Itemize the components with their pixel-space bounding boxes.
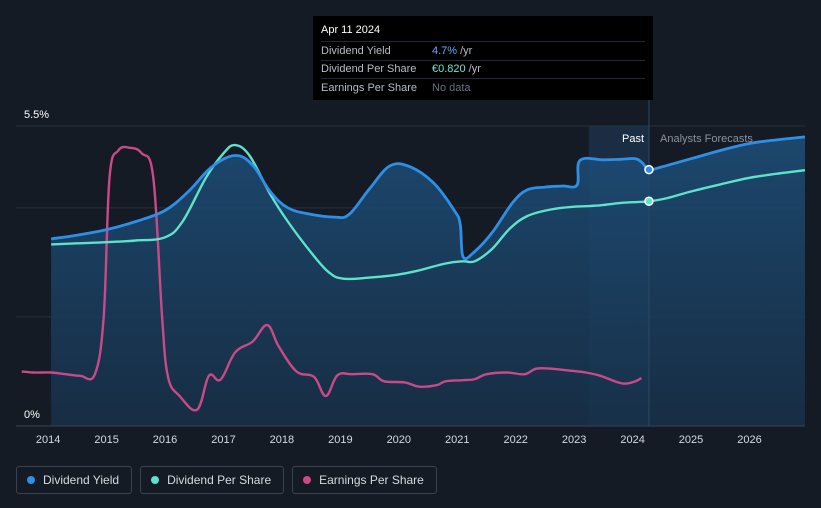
dividend-yield-marker bbox=[644, 164, 654, 175]
dividend-chart: 5.5% 0% Past Analysts Forecasts 2014 2015… bbox=[16, 16, 806, 446]
dividend-per-share-line bbox=[51, 143, 806, 281]
x-tick-label: 2020 bbox=[387, 434, 411, 446]
tooltip-label: Earnings Per Share bbox=[321, 81, 417, 94]
legend: Dividend Yield Dividend Per Share Earnin… bbox=[16, 466, 437, 494]
x-tick-label: 2018 bbox=[270, 434, 294, 446]
tooltip-value: No data bbox=[432, 81, 471, 94]
tooltip-label: Dividend Yield bbox=[321, 44, 391, 57]
tooltip-date: Apr 11 2024 bbox=[321, 24, 381, 36]
tooltip-label: Dividend Per Share bbox=[321, 63, 417, 76]
tooltip-unit: /yr bbox=[460, 44, 473, 57]
x-tick-label: 2015 bbox=[94, 434, 118, 446]
legend-dot-icon bbox=[151, 476, 160, 484]
legend-label: Dividend Per Share bbox=[167, 473, 272, 487]
x-tick-label: 2021 bbox=[445, 434, 469, 446]
x-tick-label: 2016 bbox=[153, 434, 177, 446]
past-label: Past bbox=[622, 133, 644, 145]
legend-item-dividend-per-share[interactable]: Dividend Per Share bbox=[140, 466, 285, 494]
x-tick-label: 2019 bbox=[328, 434, 352, 446]
dividend-per-share-marker bbox=[644, 196, 654, 207]
x-tick-label: 2023 bbox=[562, 434, 586, 446]
legend-item-earnings-per-share[interactable]: Earnings Per Share bbox=[292, 466, 437, 494]
y-axis-top-label: 5.5% bbox=[24, 109, 49, 121]
earnings-per-share-line bbox=[21, 145, 643, 412]
dividend-yield-area bbox=[51, 136, 806, 426]
x-tick-label: 2026 bbox=[737, 434, 761, 446]
analysts-forecasts-label: Analysts Forecasts bbox=[660, 133, 753, 145]
tooltip-value: €0.820 bbox=[432, 63, 466, 76]
hover-tooltip: Apr 11 2024 Dividend Yield 4.7% /yr Divi… bbox=[313, 16, 653, 100]
legend-item-dividend-yield[interactable]: Dividend Yield bbox=[16, 466, 133, 494]
legend-dot-icon bbox=[303, 476, 312, 484]
tooltip-value: 4.7% bbox=[432, 44, 458, 57]
legend-label: Earnings Per Share bbox=[319, 473, 424, 487]
tooltip-row-dividend-yield: Dividend Yield 4.7% /yr bbox=[321, 41, 645, 60]
legend-label: Dividend Yield bbox=[43, 473, 120, 487]
tooltip-row-earnings-per-share: Earnings Per Share No data bbox=[321, 78, 645, 97]
x-tick-label: 2024 bbox=[620, 434, 644, 446]
tooltip-row-dividend-per-share: Dividend Per Share €0.820 /yr bbox=[321, 59, 645, 79]
x-tick-label: 2014 bbox=[36, 434, 60, 446]
legend-dot-icon bbox=[27, 476, 35, 484]
x-tick-label: 2025 bbox=[679, 434, 703, 446]
tooltip-unit: /yr bbox=[468, 63, 481, 76]
x-tick-label: 2022 bbox=[503, 434, 527, 446]
x-tick-label: 2017 bbox=[211, 434, 235, 446]
y-axis-bottom-label: 0% bbox=[24, 409, 40, 421]
